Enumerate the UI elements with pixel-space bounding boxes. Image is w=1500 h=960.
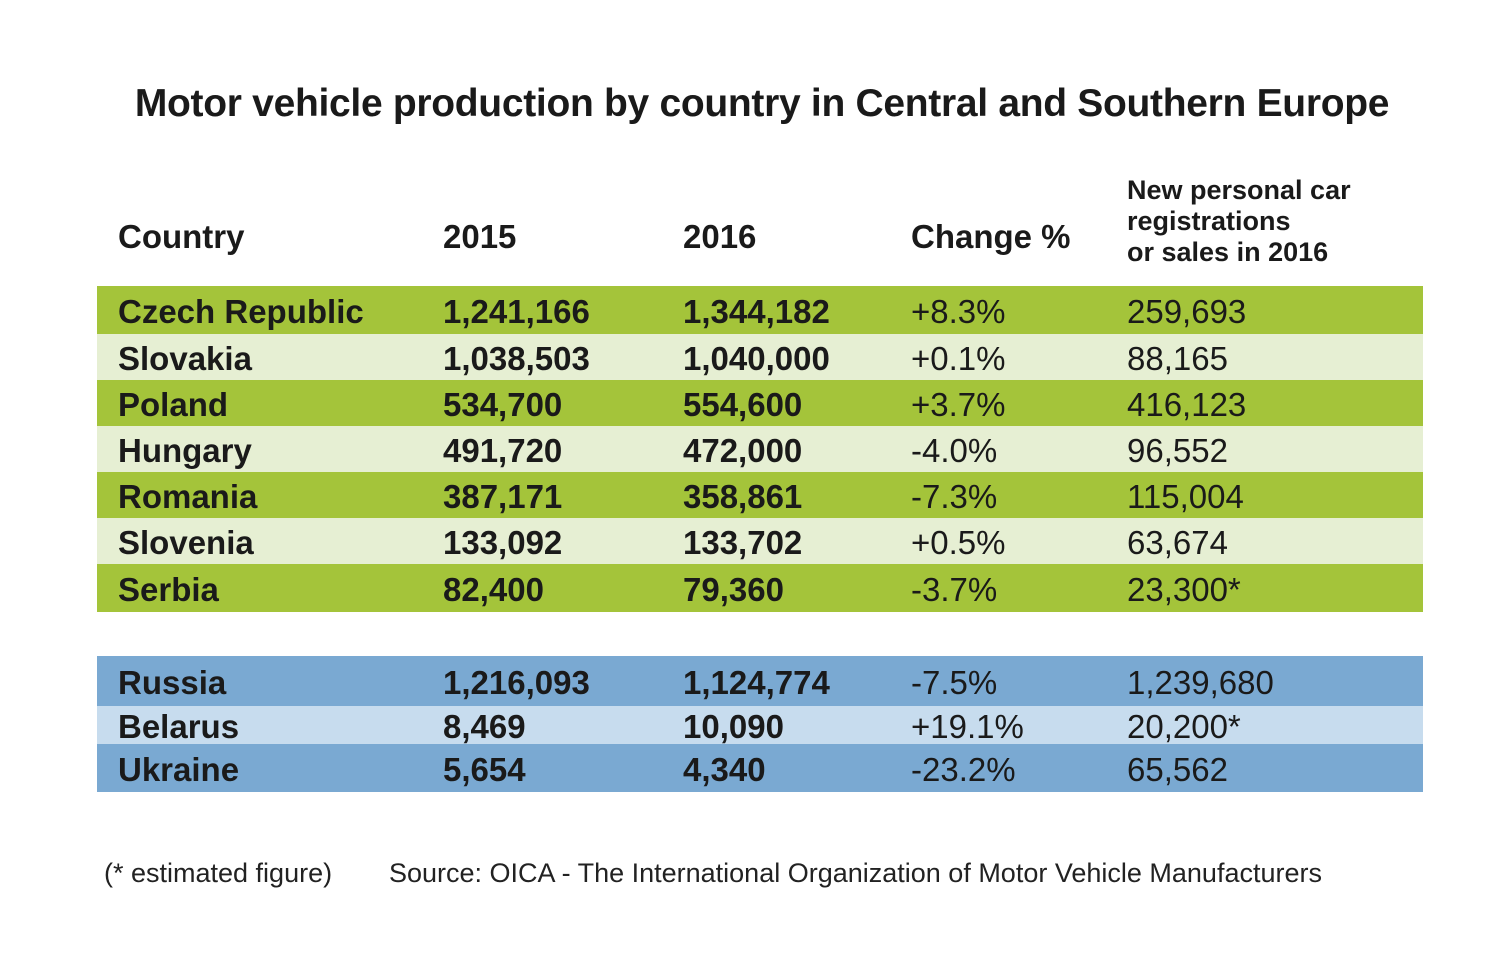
cell-y2015: 1,241,166 bbox=[443, 293, 590, 330]
cell-sales: 96,552 bbox=[1127, 432, 1228, 469]
cell-y2016: 1,124,774 bbox=[683, 664, 830, 701]
source-note: Source: OICA - The International Organiz… bbox=[389, 858, 1322, 888]
table-group-eastern: Russia 1,216,093 1,124,774 -7.5% 1,239,680 Be… bbox=[97, 656, 1423, 792]
cell-y2016: 472,000 bbox=[683, 432, 803, 469]
cell-y2016: 554,600 bbox=[683, 386, 803, 423]
cell-sales: 259,693 bbox=[1127, 293, 1247, 330]
table-row: Poland 534,700 554,600 +3.7% 416,123 bbox=[97, 380, 1423, 426]
cell-y2015: 1,216,093 bbox=[443, 664, 590, 701]
cell-sales: 20,200* bbox=[1127, 708, 1241, 745]
header-2015: 2015 bbox=[443, 218, 517, 255]
header-country: Country bbox=[118, 218, 245, 255]
cell-country: Serbia bbox=[118, 571, 219, 608]
cell-y2015: 1,038,503 bbox=[443, 340, 590, 377]
cell-change: -7.3% bbox=[911, 478, 998, 515]
cell-change: -4.0% bbox=[911, 432, 998, 469]
cell-y2015: 8,469 bbox=[443, 708, 526, 745]
table-header: Country 2015 2016 Change % New personal … bbox=[97, 170, 1423, 270]
cell-country: Ukraine bbox=[118, 751, 240, 788]
cell-y2015: 133,092 bbox=[443, 524, 563, 561]
header-change: Change % bbox=[911, 218, 1071, 255]
cell-country: Russia bbox=[118, 664, 227, 701]
cell-y2016: 10,090 bbox=[683, 708, 784, 745]
cell-country: Czech Republic bbox=[118, 293, 364, 330]
cell-country: Romania bbox=[118, 478, 258, 515]
header-sales: New personal car registrations or sales … bbox=[1127, 175, 1351, 268]
cell-change: +0.5% bbox=[911, 524, 1006, 561]
cell-country: Poland bbox=[118, 386, 229, 423]
cell-change: +8.3% bbox=[911, 293, 1006, 330]
table-row: Belarus 8,469 10,090 +19.1% 20,200* bbox=[97, 706, 1423, 745]
cell-sales: 1,239,680 bbox=[1127, 664, 1274, 701]
cell-sales: 416,123 bbox=[1127, 386, 1247, 423]
cell-country: Slovakia bbox=[118, 340, 252, 377]
cell-change: -7.5% bbox=[911, 664, 998, 701]
table-row: Russia 1,216,093 1,124,774 -7.5% 1,239,680 bbox=[97, 656, 1423, 706]
cell-sales: 65,562 bbox=[1127, 751, 1228, 788]
cell-y2015: 5,654 bbox=[443, 751, 526, 788]
footnote: (* estimated figure) bbox=[104, 858, 333, 888]
cell-change: +19.1% bbox=[911, 708, 1024, 745]
table-row: Slovenia 133,092 133,702 +0.5% 63,674 bbox=[97, 518, 1423, 564]
cell-y2016: 79,360 bbox=[683, 571, 784, 608]
cell-y2016: 1,040,000 bbox=[683, 340, 830, 377]
cell-sales: 23,300* bbox=[1127, 571, 1241, 608]
page-title: Motor vehicle production by country in C… bbox=[134, 82, 1390, 125]
table-row: Slovakia 1,038,503 1,040,000 +0.1% 88,165 bbox=[97, 334, 1423, 380]
cell-y2015: 82,400 bbox=[443, 571, 544, 608]
cell-y2016: 358,861 bbox=[683, 478, 803, 515]
cell-y2016: 133,702 bbox=[683, 524, 803, 561]
cell-y2015: 534,700 bbox=[443, 386, 563, 423]
cell-sales: 115,004 bbox=[1127, 478, 1244, 515]
cell-y2015: 491,720 bbox=[443, 432, 563, 469]
cell-country: Hungary bbox=[118, 432, 252, 469]
cell-country: Belarus bbox=[118, 708, 240, 745]
table-group-central: Czech Republic 1,241,166 1,344,182 +8.3% 259… bbox=[97, 286, 1423, 612]
cell-change: +0.1% bbox=[911, 340, 1006, 377]
table-row: Romania 387,171 358,861 -7.3% 115,004 bbox=[97, 472, 1423, 518]
header-2016: 2016 bbox=[683, 218, 757, 255]
cell-y2016: 1,344,182 bbox=[683, 293, 830, 330]
table-row: Hungary 491,720 472,000 -4.0% 96,552 bbox=[97, 426, 1423, 472]
table-row: Czech Republic 1,241,166 1,344,182 +8.3% 259… bbox=[97, 286, 1423, 334]
cell-country: Slovenia bbox=[118, 524, 254, 561]
table-row: Serbia 82,400 79,360 -3.7% 23,300* bbox=[97, 564, 1423, 612]
cell-y2015: 387,171 bbox=[443, 478, 563, 515]
cell-sales: 88,165 bbox=[1127, 340, 1228, 377]
cell-y2016: 4,340 bbox=[683, 751, 766, 788]
cell-change: +3.7% bbox=[911, 386, 1006, 423]
header-sales-line3: or sales in 2016 bbox=[1127, 237, 1329, 267]
cell-change: -3.7% bbox=[911, 571, 998, 608]
cell-sales: 63,674 bbox=[1127, 524, 1228, 561]
header-sales-line2: registrations bbox=[1127, 206, 1291, 236]
header-sales-line1: New personal car bbox=[1127, 175, 1351, 205]
cell-change: -23.2% bbox=[911, 751, 1016, 788]
table-row: Ukraine 5,654 4,340 -23.2% 65,562 bbox=[97, 744, 1423, 792]
